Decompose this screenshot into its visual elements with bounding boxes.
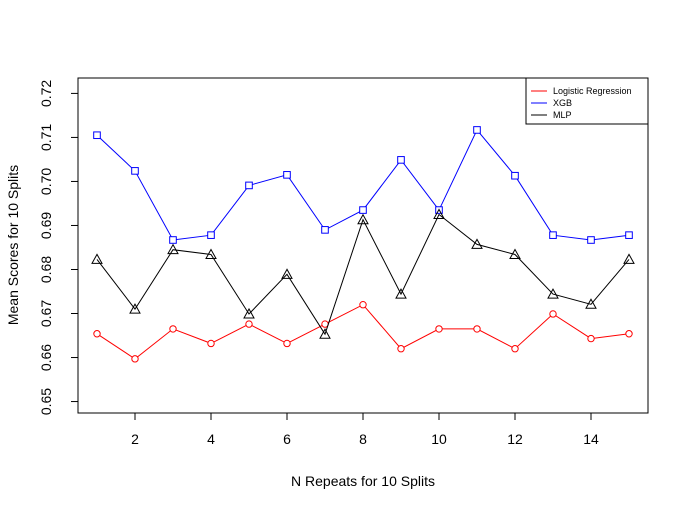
data-point bbox=[207, 339, 215, 348]
y-tick-label: 0.65 bbox=[38, 388, 54, 415]
data-point bbox=[245, 320, 253, 328]
data-point bbox=[169, 325, 177, 333]
data-point bbox=[395, 288, 407, 299]
legend-label: XGB bbox=[553, 98, 572, 108]
data-point bbox=[131, 355, 139, 363]
x-tick-label: 4 bbox=[207, 431, 215, 447]
x-tick-label: 2 bbox=[131, 431, 139, 447]
y-axis: 0.65 0.66 0.67 0.68 0.69 0.70 0.71 0.72 bbox=[38, 80, 78, 415]
legend-box bbox=[525, 77, 649, 125]
plot-frame bbox=[77, 77, 649, 414]
series-line bbox=[96, 213, 630, 336]
data-point bbox=[93, 330, 101, 338]
data-point bbox=[625, 330, 633, 338]
data-point bbox=[511, 345, 519, 353]
legend-label: MLP bbox=[553, 110, 572, 120]
data-point bbox=[509, 248, 521, 260]
data-point bbox=[435, 325, 443, 333]
x-axis: 2 4 6 8 10 12 14 bbox=[131, 413, 599, 447]
x-tick-label: 12 bbox=[507, 431, 523, 447]
data-point bbox=[433, 208, 445, 219]
legend: Logistic Regression XGB MLP bbox=[525, 77, 649, 125]
data-point bbox=[587, 334, 595, 343]
data-point bbox=[359, 301, 367, 309]
data-point bbox=[397, 345, 405, 353]
y-tick-label: 0.72 bbox=[38, 80, 54, 107]
data-point bbox=[281, 268, 293, 279]
x-tick-label: 8 bbox=[359, 431, 367, 447]
data-point bbox=[357, 213, 369, 225]
data-point bbox=[511, 171, 519, 180]
data-point bbox=[397, 156, 405, 164]
data-point bbox=[549, 310, 557, 318]
x-tick-label: 14 bbox=[583, 431, 599, 447]
x-tick-label: 6 bbox=[283, 431, 291, 447]
data-point bbox=[623, 253, 635, 264]
data-point bbox=[129, 303, 141, 314]
data-point bbox=[93, 131, 101, 140]
data-point bbox=[91, 253, 103, 264]
data-point bbox=[169, 236, 177, 244]
data-point bbox=[205, 248, 217, 260]
data-point bbox=[473, 126, 481, 134]
data-point bbox=[283, 339, 291, 348]
y-axis-title: Mean Scores for 10 Splits bbox=[5, 165, 21, 325]
series-mlp bbox=[91, 208, 635, 339]
y-tick-label: 0.70 bbox=[38, 168, 54, 195]
series-logistic-regression bbox=[93, 301, 633, 363]
series-line bbox=[96, 304, 630, 360]
y-tick-label: 0.71 bbox=[38, 124, 54, 151]
data-point bbox=[587, 236, 595, 244]
data-point bbox=[283, 171, 291, 179]
data-point bbox=[243, 307, 255, 319]
legend-label: Logistic Regression bbox=[553, 86, 632, 96]
y-tick-label: 0.67 bbox=[38, 300, 54, 327]
series-xgb bbox=[93, 126, 633, 244]
series-layer bbox=[91, 126, 635, 363]
data-point bbox=[319, 328, 331, 339]
y-tick-label: 0.66 bbox=[38, 344, 54, 371]
data-point bbox=[549, 231, 557, 239]
data-point bbox=[585, 298, 597, 309]
x-tick-label: 10 bbox=[431, 431, 447, 447]
data-point bbox=[473, 325, 481, 333]
data-point bbox=[359, 206, 367, 214]
data-point bbox=[547, 288, 559, 299]
data-point bbox=[167, 243, 179, 255]
data-point bbox=[321, 226, 329, 234]
y-tick-label: 0.69 bbox=[38, 212, 54, 239]
data-point bbox=[207, 231, 215, 239]
y-tick-label: 0.68 bbox=[38, 256, 54, 283]
data-point bbox=[625, 231, 633, 239]
x-axis-title: N Repeats for 10 Splits bbox=[291, 473, 435, 489]
data-point bbox=[131, 167, 139, 175]
data-point bbox=[471, 238, 483, 249]
data-point bbox=[245, 181, 253, 190]
